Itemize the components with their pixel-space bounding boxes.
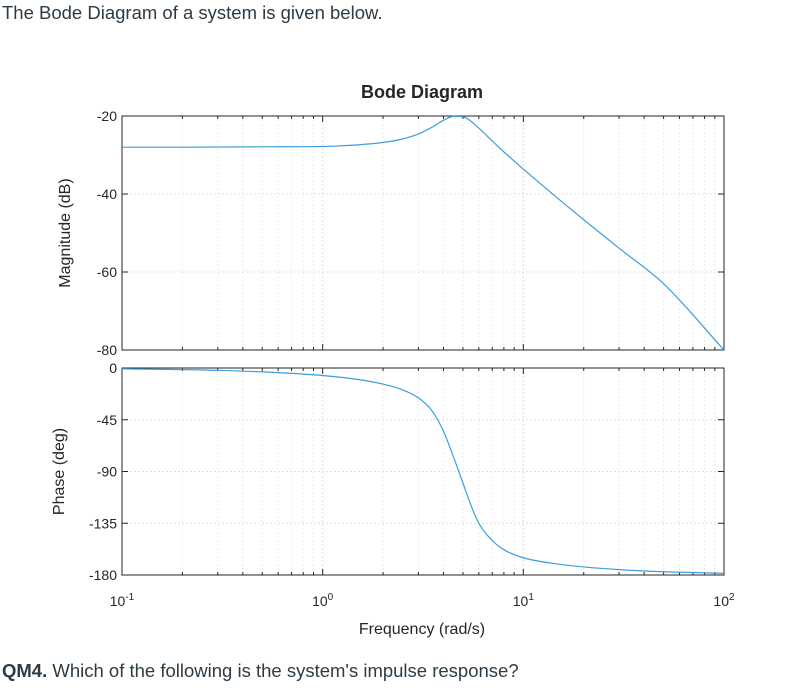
x-tick-labels: 10-1 100 101 102	[110, 592, 735, 609]
x-tick-label: 102	[713, 592, 735, 609]
magnitude-y-tick-label: -40	[97, 186, 117, 202]
phase-y-tick-label: -45	[97, 412, 117, 428]
magnitude-panel: -20 -40 -60 -80 Magnitude (dB)	[57, 108, 725, 358]
x-axis-label: Frequency (rad/s)	[359, 621, 485, 638]
phase-y-axis-label: Phase (deg)	[51, 428, 68, 515]
x-tick-label: 10-1	[110, 592, 135, 609]
magnitude-y-tick-label: -20	[97, 108, 117, 124]
magnitude-y-tick-label: -80	[97, 342, 117, 358]
phase-y-tick-label: -90	[97, 464, 117, 480]
magnitude-axes-box	[121, 115, 725, 351]
magnitude-y-tick-label: -60	[97, 264, 117, 280]
chart-title: Bode Diagram	[361, 82, 483, 102]
intro-text: The Bode Diagram of a system is given be…	[2, 2, 383, 23]
question-body: Which of the following is the system's i…	[47, 660, 519, 681]
question-text: QM4. Which of the following is the syste…	[2, 660, 519, 682]
magnitude-y-axis-label: Magnitude (dB)	[57, 178, 74, 287]
phase-y-tick-label: -135	[89, 515, 117, 531]
x-tick-label: 100	[312, 592, 334, 609]
phase-y-tick-label: -180	[89, 567, 117, 583]
bode-diagram: Bode Diagram -20 -40 -60 -80 Magnitude (dB) 0…	[51, 82, 735, 638]
phase-panel: 0 -45 -90 -135 -180 Phase (deg)	[51, 360, 725, 583]
question-label: QM4.	[2, 660, 48, 681]
chart-panels: -20 -40 -60 -80 Magnitude (dB) 0 -45 -90 -135 -18…	[51, 108, 735, 609]
phase-y-tick-label: 0	[109, 360, 117, 376]
magnitude-curve	[121, 115, 725, 351]
phase-curve	[121, 368, 725, 574]
x-tick-label: 101	[513, 592, 535, 609]
